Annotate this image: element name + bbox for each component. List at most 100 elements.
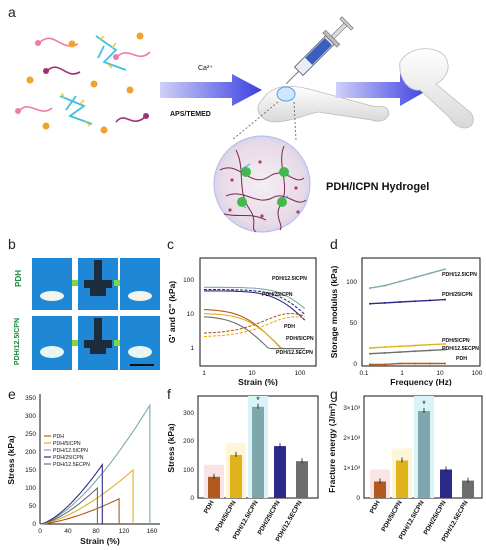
c-ytick: 100	[183, 277, 194, 284]
c-xticks: 1 10 100	[202, 370, 306, 377]
c-yticks: 1 10 100	[183, 277, 194, 352]
d-point	[414, 350, 416, 353]
d-series-line	[369, 298, 446, 305]
e-ytick: 250	[25, 431, 36, 438]
panel-a-label: a	[8, 4, 16, 20]
c-xtick: 10	[248, 370, 256, 377]
c-ytick: 10	[187, 311, 195, 318]
e-legend: PDH PDH/5ICPN PDH/12.5ICPN PDH/25ICPN PD…	[44, 434, 90, 468]
e-ytick: 350	[25, 395, 36, 402]
f-xticks: PDH PDH/5ICPN PDH/12.5ICPN PDH/25ICPN PD…	[203, 499, 304, 543]
hydrogel-network-callout	[213, 135, 311, 233]
d-annot: PDH/5ICPN	[442, 338, 470, 344]
d-xtick: 100	[472, 370, 483, 377]
bar	[462, 480, 474, 498]
e-legend-entry: PDH	[53, 434, 64, 440]
d-series-line	[370, 362, 445, 366]
ion-label: Ca²⁺	[198, 65, 213, 72]
e-series-line	[39, 468, 134, 525]
c-xlabel: Strain (%)	[238, 377, 278, 386]
d-point	[444, 348, 446, 351]
e-xtick: 40	[64, 528, 72, 535]
panel-g-label: g	[330, 386, 338, 402]
f-xtick: PDH	[203, 499, 216, 515]
d-xlabel: Frequency (Hz)	[390, 377, 452, 386]
panel-f-label: f	[167, 386, 171, 402]
g-xtick: PDH/5ICPN	[380, 499, 404, 533]
e-legend-entry: PDH/12.5ECPN	[53, 462, 90, 468]
bar	[296, 461, 308, 498]
f-yticks: 0 100 200 300	[183, 410, 194, 502]
g-yticks: 0 1×10³ 2×10³ 3×10³	[343, 405, 361, 502]
e-ytick: 50	[29, 503, 37, 510]
c-series-line	[204, 289, 306, 315]
d-xticks: 0.1 1 10 100	[359, 370, 482, 377]
bone-defect-model	[257, 85, 390, 123]
g-xticks: PDH PDH/5ICPN PDH/12.5ICPN PDH/25ICPN PD…	[369, 499, 470, 543]
bar	[252, 406, 264, 498]
panel-c-label: c	[167, 236, 174, 252]
c-ylabel: G' and G'' (kPa)	[167, 281, 177, 343]
c-annot: PDH	[284, 324, 295, 330]
d-point	[414, 300, 416, 303]
bar	[418, 411, 430, 498]
d-point	[384, 351, 386, 354]
d-annot: PDH/12.5ICPN	[442, 272, 477, 278]
c-ytick: 1	[190, 345, 194, 352]
c-annot: PDH/12.5ECPN	[276, 350, 313, 356]
row-label-pdh-12-5icpn: PDH/12.5ICPN	[14, 318, 21, 366]
reaction-arrow	[160, 74, 262, 106]
d-annot: PDH/12.5ECPN	[442, 346, 479, 352]
chart-e-stress-strain: 0 50 100 150 200 250 300 350 0 40 80 120…	[6, 394, 160, 546]
f-ytick: 0	[190, 495, 194, 502]
d-point	[399, 345, 401, 348]
bar	[230, 454, 242, 498]
d-point	[384, 301, 386, 304]
chart-f-stress-bars: * 0 100 200 300 Stress (kPa) PDH PDH/5IC…	[166, 395, 319, 543]
c-series-line	[203, 316, 305, 350]
panel-b-label: b	[8, 236, 16, 252]
panel-b-photos: PDH PDH/12.5ICPN	[12, 256, 162, 374]
monomer-mixture	[15, 32, 151, 134]
d-point	[369, 287, 371, 290]
panel-d-label: d	[330, 236, 338, 252]
d-point	[414, 344, 416, 347]
e-legend-entry: PDH/12.5ICPN	[53, 448, 88, 454]
panel-a-schematic: Ca²⁺ APS/TEMED	[15, 16, 474, 233]
d-ylabel: Storage modulus (kPa)	[329, 266, 339, 359]
initiator-label: APS/TEMED	[170, 111, 211, 118]
d-series-line	[369, 343, 446, 349]
e-ytick: 300	[25, 413, 36, 420]
d-point	[444, 268, 446, 271]
f-ylabel: Stress (kPa)	[166, 423, 176, 472]
d-annot: PDH	[456, 356, 467, 362]
c-annot: PDH/12.5ICPN	[272, 276, 307, 282]
e-ytick: 200	[25, 449, 36, 456]
e-ylabel: Stress (kPa)	[6, 435, 16, 484]
f-ytick: 200	[183, 438, 194, 445]
f-ytick: 100	[183, 467, 194, 474]
d-point	[444, 298, 446, 301]
d-point	[429, 299, 431, 302]
e-xtick: 0	[38, 528, 42, 535]
e-xtick: 80	[92, 528, 100, 535]
d-point	[414, 362, 416, 365]
chart-d-storage-modulus: 0 50 100 0.1 1 10 100 Frequency (Hz) Sto…	[329, 257, 483, 386]
d-point	[399, 301, 401, 303]
e-legend-entry: PDH/25ICPN	[53, 455, 84, 461]
chart-c-rheology-strain: 1 10 100 1 10 100 Strain (%) G' and G'' …	[167, 257, 317, 386]
d-point	[399, 351, 401, 354]
g-ytick: 3×10³	[343, 405, 361, 412]
d-point	[399, 280, 401, 283]
significance-star: *	[422, 399, 426, 409]
e-series-line	[39, 486, 98, 525]
d-ytick: 100	[346, 279, 357, 286]
e-series-line	[39, 497, 120, 525]
g-xtick: PDH/25ICPN	[423, 499, 448, 536]
d-point	[429, 349, 431, 352]
g-ytick: 1×10³	[343, 465, 361, 472]
f-ytick: 300	[183, 410, 194, 417]
g-ytick: 2×10³	[343, 435, 361, 442]
panel-e-label: e	[8, 386, 16, 402]
chart-g-fracture-energy-bars: * 0 1×10³ 2×10³ 3×10³ Fracture energy (J…	[327, 395, 483, 543]
